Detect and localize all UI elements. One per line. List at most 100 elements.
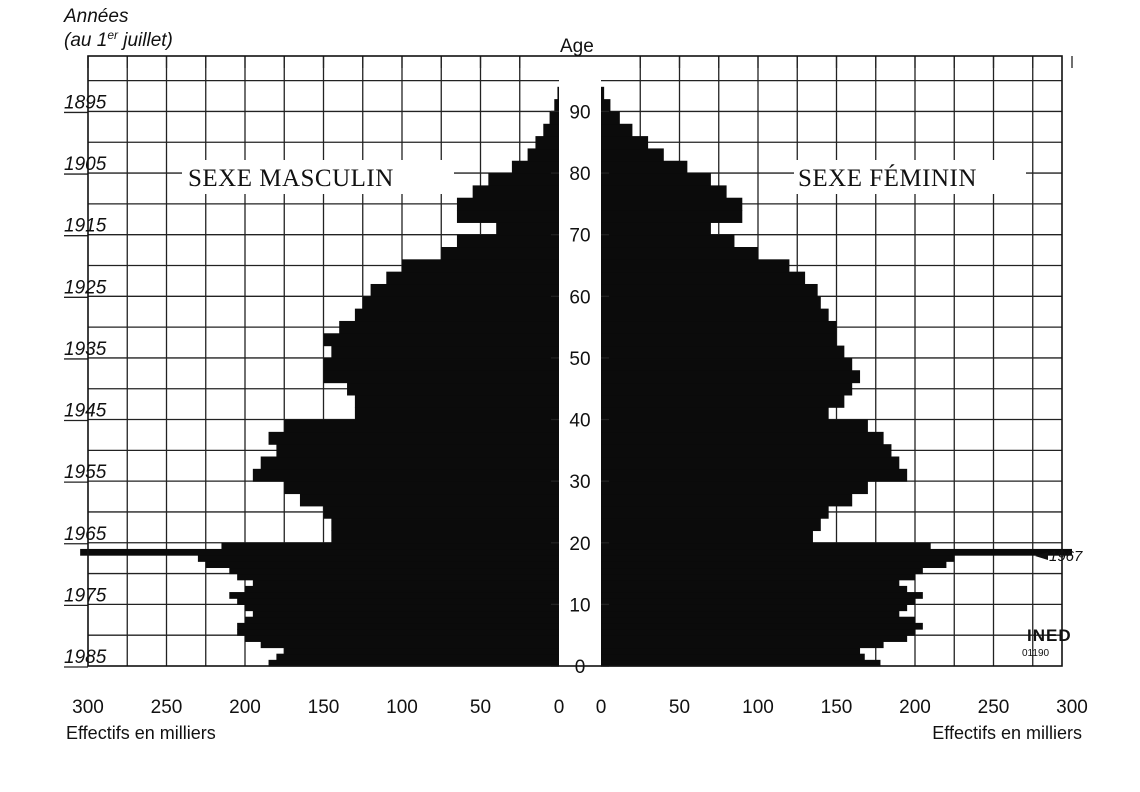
x-tick-label-left: 300	[72, 697, 104, 718]
age-tick-label: 60	[569, 287, 590, 308]
female-bar	[601, 271, 806, 285]
age-column	[559, 56, 601, 666]
female-bar	[601, 86, 605, 100]
male-bar	[472, 185, 559, 199]
year-tick-label: 1975	[64, 585, 107, 606]
male-bar	[323, 357, 559, 371]
female-bar	[601, 222, 711, 236]
female-bar	[601, 604, 908, 612]
years-subtitle-sup: er	[107, 28, 119, 42]
year-tick-label: 1955	[64, 462, 107, 483]
age-tick-label: 0	[575, 657, 586, 678]
pyramid-bars	[80, 86, 1072, 667]
x-tick-label-right: 100	[742, 697, 774, 718]
male-bar	[197, 555, 559, 562]
female-bar	[601, 345, 845, 359]
age-tick-label: 90	[569, 102, 590, 123]
x-tick-label-left: 0	[554, 697, 565, 718]
age-tick-label: 10	[569, 595, 590, 616]
years-axis-title: Années	[63, 6, 129, 27]
age-tick-label: 70	[569, 226, 590, 247]
male-bar	[323, 370, 559, 384]
x-axis-label-right: Effectifs en milliers	[932, 723, 1082, 743]
male-bar	[252, 468, 559, 482]
male-bar	[354, 407, 559, 421]
male-label-bg	[182, 160, 454, 194]
year-tick-label: 1905	[64, 154, 107, 175]
age-tick-label: 50	[569, 349, 590, 370]
male-bar	[347, 382, 559, 396]
female-bar	[601, 659, 881, 667]
female-bar	[601, 407, 829, 421]
female-bar	[601, 419, 868, 433]
age-tick-label: 30	[569, 472, 590, 493]
female-bar	[601, 592, 923, 599]
male-bar	[245, 635, 559, 642]
male-bar	[402, 259, 559, 273]
female-bar	[601, 641, 884, 649]
age-tick-labels: 0 10 20 30 40 50 60 70 80 90	[551, 102, 609, 678]
year-tick-label: 1935	[64, 339, 107, 360]
male-bar	[80, 548, 560, 556]
male-bar	[527, 148, 559, 162]
female-bar	[601, 308, 829, 322]
male-bar	[245, 604, 559, 612]
female-bar	[601, 357, 853, 371]
male-bar	[229, 592, 560, 599]
x-tick-label-left: 200	[229, 697, 261, 718]
x-tick-label-left: 250	[151, 697, 183, 718]
x-tick-label-left: 100	[386, 697, 418, 718]
female-bar	[601, 468, 908, 482]
annotation-arrow-icon	[1035, 552, 1048, 560]
female-bar	[601, 493, 853, 507]
female-bar	[601, 431, 884, 445]
female-bar	[601, 610, 900, 618]
female-bar	[601, 382, 853, 396]
year-tick-label: 1945	[64, 401, 107, 422]
female-bar	[601, 579, 900, 587]
annotation-1967: 1967	[1049, 548, 1083, 565]
female-bar	[601, 333, 837, 347]
years-subtitle-pre: (au 1	[64, 30, 107, 51]
male-bar	[245, 616, 559, 624]
female-bar	[601, 160, 688, 174]
female-bar	[601, 173, 711, 186]
male-bar	[354, 394, 559, 408]
x-tick-label-right: 0	[596, 697, 607, 718]
female-bar	[601, 370, 861, 384]
male-bar	[284, 481, 559, 495]
female-bar	[601, 585, 908, 593]
male-label: SEXE MASCULIN	[188, 165, 394, 192]
years-subtitle-post: juillet)	[118, 30, 173, 51]
male-bar	[339, 320, 559, 334]
female-bar	[601, 234, 735, 248]
male-bar	[221, 542, 559, 550]
male-bar	[268, 431, 559, 445]
female-bar	[601, 561, 947, 569]
male-bar	[441, 247, 559, 260]
female-bar	[601, 197, 743, 211]
female-bar	[601, 629, 915, 636]
male-bar	[229, 567, 560, 575]
male-bar	[331, 345, 559, 359]
male-bar	[260, 641, 559, 649]
male-bar	[488, 173, 559, 186]
male-bar	[354, 308, 559, 322]
female-bar	[601, 548, 1072, 556]
male-bar	[549, 111, 559, 125]
ined-logo-code: 01190	[1022, 648, 1050, 659]
female-bar	[601, 148, 664, 162]
male-bar	[331, 530, 559, 544]
male-bar	[299, 493, 559, 507]
x-tick-labels: 300 250 200 150 100 50 0 0 50 100 150 200 250 300	[72, 697, 1088, 718]
male-bar	[237, 629, 559, 636]
age-tick-label: 80	[569, 164, 590, 185]
x-tick-label-left: 150	[308, 697, 340, 718]
male-bar	[535, 136, 559, 150]
year-tick-label: 1895	[64, 92, 107, 113]
female-bar	[601, 136, 649, 150]
female-bar	[601, 616, 915, 624]
female-label-bg	[794, 160, 1026, 194]
male-bar	[237, 573, 559, 581]
